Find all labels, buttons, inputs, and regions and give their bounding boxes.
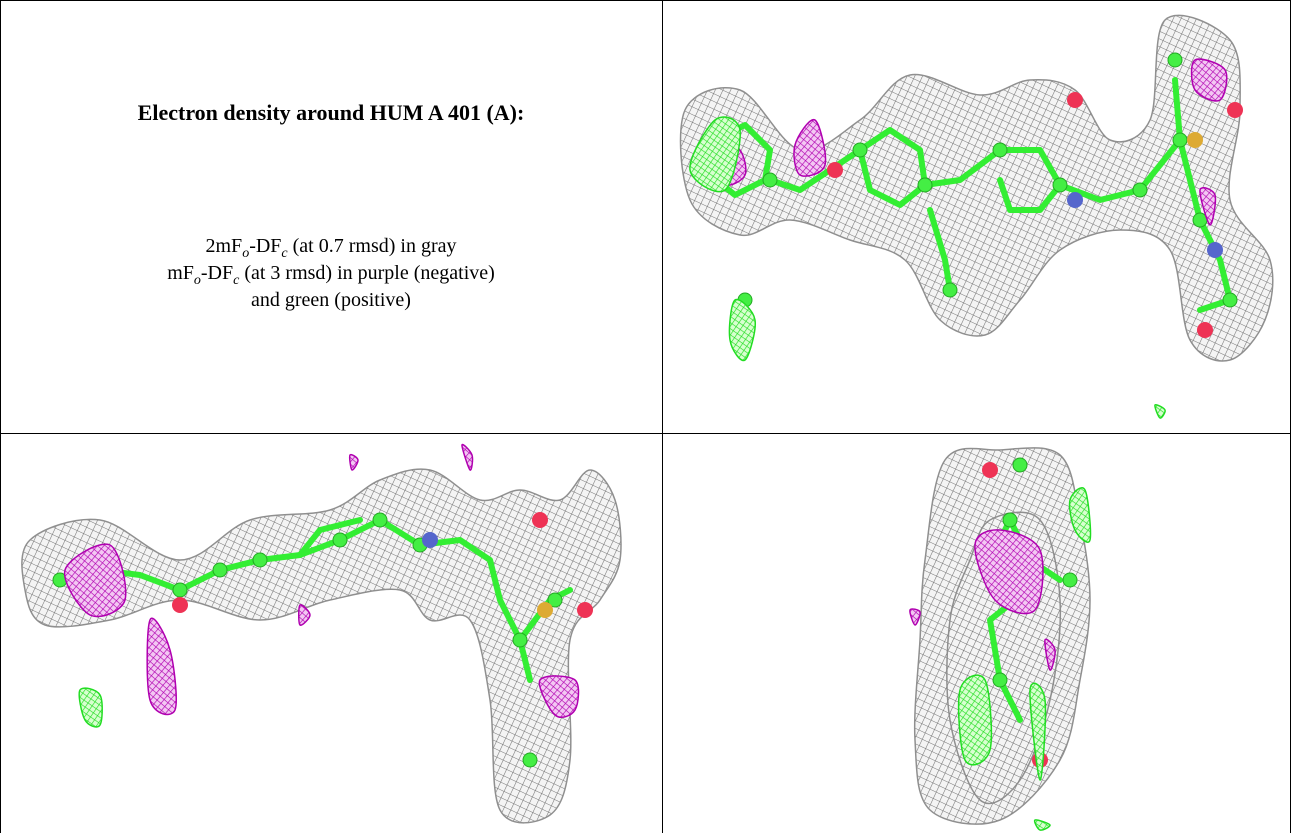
text: mF (167, 262, 194, 284)
atom (1167, 52, 1183, 68)
atom (852, 142, 868, 158)
hetero-atom (1207, 242, 1223, 258)
positive-density (1029, 682, 1047, 781)
positive-density (1033, 819, 1051, 831)
hetero-atom (537, 602, 553, 618)
positive-density (1154, 404, 1166, 419)
subscript: c (233, 273, 240, 288)
atom (942, 282, 958, 298)
hetero-atom (1067, 192, 1083, 208)
positive-density (1068, 487, 1092, 543)
hetero-atom (1197, 322, 1213, 338)
text: -DF (249, 235, 281, 257)
negative-density (348, 453, 359, 471)
hetero-atom (532, 512, 548, 528)
ligand-bond (297, 517, 363, 558)
hetero-atom (1227, 102, 1243, 118)
atom (1222, 292, 1238, 308)
caption-line: 2mFo-DFc (at 0.7 rmsd) in gray (206, 235, 457, 261)
atom (252, 552, 268, 568)
density-image (21, 443, 622, 824)
atom (372, 512, 388, 528)
atom (1132, 182, 1148, 198)
ligand-bond (922, 147, 1063, 213)
atom (1062, 572, 1078, 588)
atom (992, 672, 1008, 688)
atom (1002, 512, 1018, 528)
hetero-atom (982, 462, 998, 478)
subscript: o (194, 273, 201, 288)
subscript: c (281, 246, 288, 261)
hetero-atom (577, 602, 593, 618)
negative-density (538, 675, 580, 718)
negative-density (63, 543, 127, 618)
caption-line: and green (positive) (251, 289, 411, 311)
atom (992, 142, 1008, 158)
gray-mesh (21, 468, 622, 824)
atom (332, 532, 348, 548)
caption: Electron density around HUM A 401 (A): 2… (138, 100, 525, 311)
ligand-bond (927, 207, 953, 293)
positive-density (78, 687, 103, 728)
negative-density (297, 604, 311, 626)
density-image (909, 447, 1092, 831)
negative-density (909, 608, 921, 626)
atom (172, 582, 188, 598)
hetero-atom (1067, 92, 1083, 108)
text: -DF (201, 262, 233, 284)
atom (1012, 457, 1028, 473)
caption-title: Electron density around HUM A 401 (A): (138, 100, 525, 125)
hetero-atom (172, 597, 188, 613)
ligand-bond (767, 147, 863, 193)
negative-density (793, 118, 827, 177)
hetero-atom (1187, 132, 1203, 148)
hetero-atom (422, 532, 438, 548)
subscript: o (242, 246, 249, 261)
text: 2mF (206, 235, 243, 257)
atom (917, 177, 933, 193)
negative-density (1044, 638, 1056, 671)
caption-line: mFo-DFc (at 3 rmsd) in purple (negative) (167, 262, 495, 288)
text: (at 3 rmsd) in purple (negative) (239, 262, 494, 284)
atom (512, 632, 528, 648)
positive-density (728, 298, 756, 362)
atom (1172, 132, 1188, 148)
positive-density (689, 116, 741, 193)
negative-density (1199, 187, 1217, 226)
gray-mesh (679, 14, 1274, 362)
negative-density (461, 443, 474, 471)
text: (at 0.7 rmsd) in gray (288, 235, 457, 257)
positive-density (957, 674, 993, 766)
atom (522, 752, 538, 768)
negative-density (146, 617, 177, 716)
atom (1052, 177, 1068, 193)
atom (212, 562, 228, 578)
hetero-atom (827, 162, 843, 178)
negative-density (1190, 58, 1228, 102)
ligand-bond (1177, 137, 1233, 313)
atom (762, 172, 778, 188)
atom (547, 592, 563, 608)
density-image (679, 14, 1274, 419)
negative-density (974, 529, 1044, 615)
